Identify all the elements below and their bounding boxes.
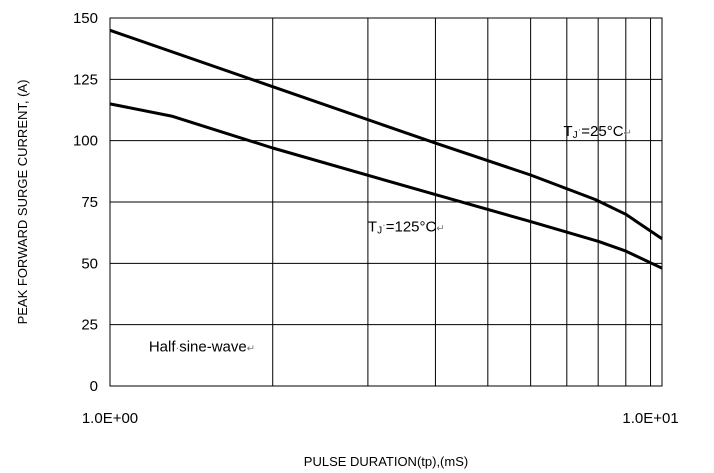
- y-tick-label: 125: [73, 71, 98, 88]
- x-tick-labels: 1.0E+00 1.0E+01: [82, 410, 679, 427]
- y-tick-labels: 0 25 50 75 100 125 150: [73, 10, 98, 395]
- plot-frame: [109, 17, 663, 387]
- grid: [109, 17, 662, 387]
- x-tick-label: 1.0E+00: [82, 410, 138, 427]
- y-tick-label: 150: [73, 10, 98, 27]
- y-tick-label: 100: [73, 133, 98, 150]
- series-line-2: [109, 102, 663, 270]
- series-line-1: [109, 28, 663, 241]
- series-layer: [109, 28, 663, 270]
- annotation-3: TJ·=25°C↵: [563, 123, 632, 141]
- annotation-2: TJ·=125°C↵: [368, 218, 445, 236]
- y-tick-label: 75: [81, 194, 98, 211]
- y-tick-label: 50: [81, 255, 98, 272]
- y-tick-label: 0: [90, 378, 98, 395]
- x-axis-label: PULSE DURATION(tp),(mS): [304, 454, 468, 469]
- y-axis-label: PEAK FORWARD SURGE CURRENT, (A): [15, 80, 30, 325]
- annotation-1: Half·sine-wave↵: [149, 339, 255, 356]
- y-tick-label: 25: [81, 317, 98, 334]
- annotations: Half·sine-wave↵ TJ·=125°C↵ TJ·=25°C↵: [149, 123, 632, 356]
- x-tick-label: 1.0E+01: [622, 410, 678, 427]
